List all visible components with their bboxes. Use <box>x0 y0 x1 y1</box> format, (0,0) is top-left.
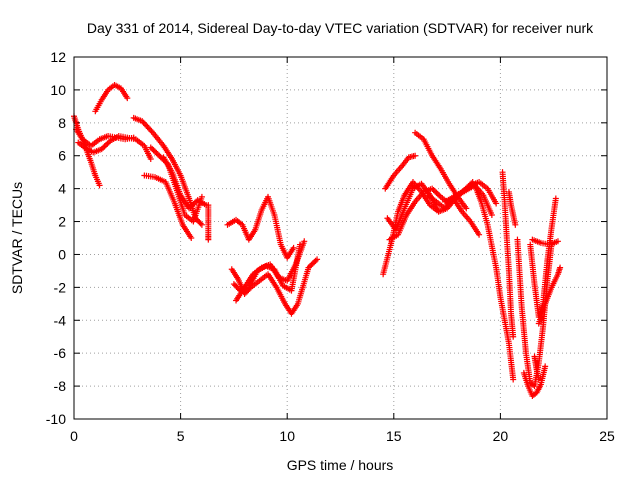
data-point <box>198 193 205 200</box>
data-point-sample <box>102 142 109 149</box>
y-tick-label: 8 <box>58 115 66 131</box>
data-point-sample <box>153 149 160 156</box>
data-point-sample <box>433 189 440 196</box>
y-tick-label: 6 <box>58 148 66 164</box>
data-point <box>554 238 561 245</box>
data-point <box>535 376 542 383</box>
data-point <box>476 231 483 238</box>
data-point-sample <box>152 148 159 155</box>
x-tick-label: 5 <box>177 428 185 444</box>
y-tick-label: 4 <box>58 181 66 197</box>
y-tick-label: 0 <box>58 246 66 262</box>
data-point <box>188 235 195 241</box>
y-axis-label: SDTVAR / TECUs <box>9 182 25 294</box>
y-tick-label: -6 <box>54 345 67 361</box>
data-point-sample <box>101 143 108 150</box>
data-point <box>542 363 549 370</box>
data-point <box>557 264 564 271</box>
data-point <box>130 134 137 141</box>
data-point <box>510 333 517 340</box>
chart-title: Day 331 of 2014, Sidereal Day-to-day VTE… <box>87 20 594 36</box>
data-point <box>512 221 519 228</box>
data-point-sample <box>434 191 441 198</box>
data-point <box>290 244 297 251</box>
data-point <box>124 95 131 102</box>
data-point-sample <box>197 220 204 227</box>
data-point <box>147 156 154 163</box>
data-point <box>296 241 303 248</box>
data-point <box>493 200 500 207</box>
data-point-sample <box>104 140 111 147</box>
x-tick-label: 20 <box>493 428 509 444</box>
ticks: 0 5 10 15 20 25 -10 -8 -6 -4 -2 0 2 4 6 8 10 12 <box>46 49 615 444</box>
data-point <box>205 236 212 243</box>
x-axis-label: GPS time / hours <box>287 457 394 473</box>
x-tick-label: 0 <box>70 428 78 444</box>
data-point <box>301 238 308 245</box>
data-point-sample <box>154 151 161 158</box>
y-tick-label: 10 <box>50 82 66 98</box>
data-point-sample <box>309 260 316 267</box>
y-tick-label: -4 <box>54 312 67 328</box>
plot-frame <box>73 56 608 420</box>
data-point-sample <box>311 259 318 266</box>
data-point <box>552 195 559 202</box>
data-point-sample <box>150 147 157 154</box>
data-point <box>463 205 470 212</box>
y-tick-label: -2 <box>54 279 67 295</box>
data-point <box>435 208 442 215</box>
data-point-sample <box>312 257 319 264</box>
y-tick-label: 12 <box>50 49 66 65</box>
y-tick-label: -10 <box>46 411 66 427</box>
data-point-sample <box>308 261 315 268</box>
data-points <box>71 81 564 399</box>
data-point <box>198 221 205 228</box>
y-tick-label: 2 <box>58 214 66 230</box>
data-point <box>488 211 495 218</box>
data-point <box>314 256 321 263</box>
x-tick-label: 10 <box>279 428 295 444</box>
data-point <box>412 152 419 159</box>
data-point <box>510 376 517 383</box>
data-point-sample <box>430 187 437 194</box>
data-point <box>96 182 103 189</box>
y-tick-label: -8 <box>54 378 67 394</box>
x-tick-label: 25 <box>599 428 615 444</box>
x-tick-label: 15 <box>386 428 402 444</box>
